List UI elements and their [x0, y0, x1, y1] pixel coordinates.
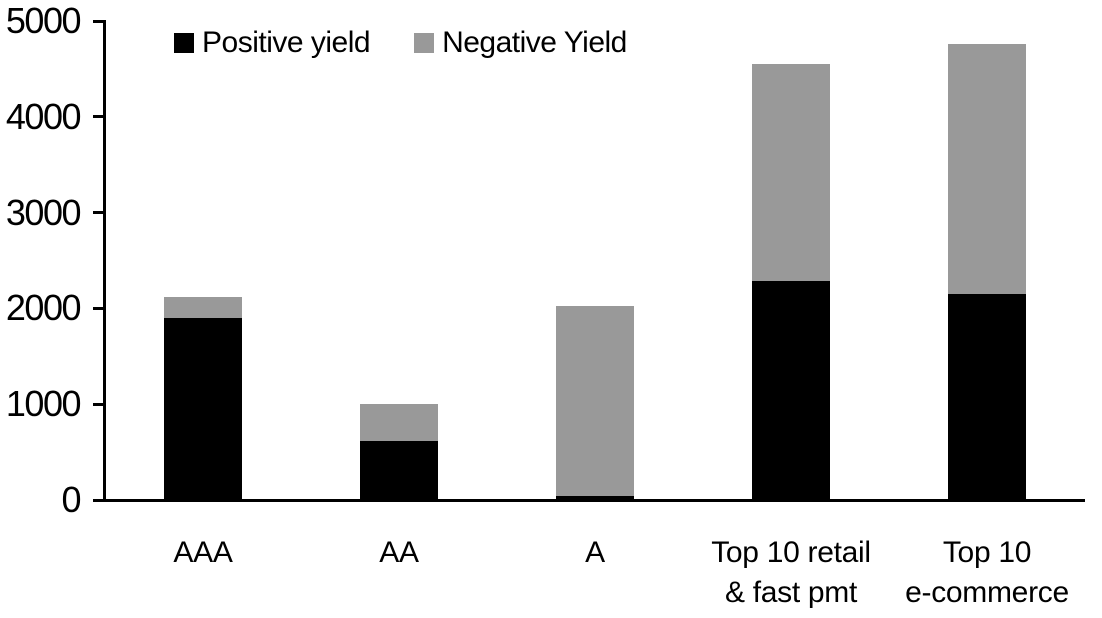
y-tick-label: 1000: [5, 383, 82, 425]
bar-segment-negative-3: [752, 64, 830, 281]
negative-yield-swatch-icon: [414, 33, 435, 53]
bar-segment-positive-1: [360, 440, 438, 500]
x-category-label: Top 10 e-commerce: [905, 536, 1069, 609]
y-tick-mark: [93, 498, 106, 502]
y-tick-label: 4000: [5, 95, 82, 137]
positive-yield-swatch-icon: [174, 33, 194, 53]
legend-item-positive-yield: Positive yield: [174, 26, 371, 60]
x-category-label: AAA: [173, 536, 233, 569]
legend-item-negative-yield: Negative Yield: [414, 26, 627, 60]
chart-legend: Positive yield Negative Yield: [174, 26, 627, 60]
bar-segment-positive-2: [556, 496, 634, 500]
bar-segment-positive-3: [752, 280, 830, 500]
bar-segment-positive-4: [948, 294, 1026, 500]
y-tick-mark: [93, 19, 106, 23]
x-category-label: A: [585, 536, 605, 569]
bar-segment-negative-0: [164, 296, 242, 318]
bar-segment-negative-4: [948, 43, 1026, 295]
bar-segment-negative-1: [360, 404, 438, 441]
legend-label-positive-yield: Positive yield: [202, 26, 371, 59]
x-category-label: Top 10 retail & fast pmt: [711, 536, 871, 609]
x-axis-line: [103, 499, 1085, 502]
y-tick-mark: [93, 115, 106, 119]
legend-label-negative-yield: Negative Yield: [442, 26, 627, 59]
bar-segment-positive-0: [164, 317, 242, 500]
y-tick-label: 0: [61, 479, 81, 520]
y-axis-line: [103, 21, 106, 502]
y-tick-label: 3000: [5, 191, 82, 233]
x-category-label: AA: [379, 536, 419, 569]
y-tick-label: 2000: [5, 287, 82, 329]
y-tick-mark: [93, 402, 106, 406]
y-tick-label: 5000: [5, 0, 82, 41]
bar-segment-negative-2: [556, 305, 634, 497]
y-tick-mark: [93, 211, 106, 215]
y-tick-mark: [93, 306, 106, 310]
